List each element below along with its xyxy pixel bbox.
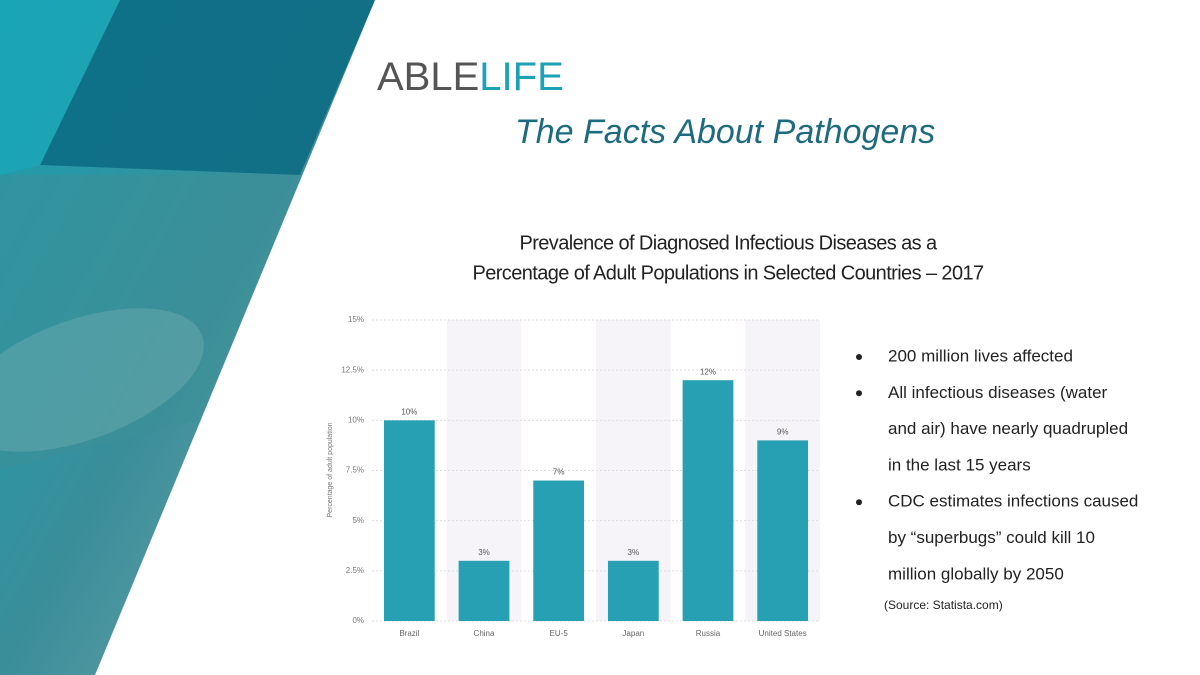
y-tick-label: 10%: [348, 415, 364, 424]
value-label: 12%: [700, 367, 716, 376]
background-shape: [0, 175, 300, 470]
logo: ABLELIFE: [377, 55, 564, 99]
source: (Source: Statista.com): [884, 598, 1003, 612]
y-axis-label: Percentage of adult population: [327, 422, 334, 517]
bullet-dot: [856, 354, 862, 360]
x-tick-label: United States: [759, 629, 807, 638]
y-tick-label: 5%: [352, 516, 364, 525]
y-tick-label: 15%: [348, 315, 364, 324]
x-tick-label: EU-5: [550, 629, 569, 638]
value-label: 3%: [628, 548, 640, 557]
bullet-text: million globally by 2050: [888, 564, 1064, 583]
x-tick-label: Russia: [696, 629, 721, 638]
bullet-text: in the last 15 years: [888, 455, 1031, 474]
bullet-text: by “superbugs” could kill 10: [888, 528, 1095, 547]
logo-part: LIFE: [479, 55, 563, 99]
bullet-text: and air) have nearly quadrupled: [888, 419, 1128, 438]
background-shape: [0, 0, 120, 175]
bullet-text: 200 million lives affected: [888, 346, 1073, 365]
y-tick-label: 12.5%: [341, 365, 364, 374]
bar: [682, 380, 734, 621]
chart-title: Prevalence of Diagnosed Infectious Disea…: [519, 232, 937, 254]
bar: [383, 420, 435, 621]
y-tick-label: 7.5%: [346, 466, 364, 475]
x-tick-label: Brazil: [399, 629, 419, 638]
y-tick-label: 0%: [352, 616, 364, 625]
y-tick-label: 2.5%: [346, 566, 364, 575]
value-label: 3%: [478, 548, 490, 557]
bullet-dot: [856, 390, 862, 397]
logo-part: ABLE: [377, 55, 479, 99]
bar: [458, 560, 510, 621]
bullet-text: All infectious diseases (water: [888, 383, 1108, 402]
value-label: 7%: [553, 468, 565, 477]
x-tick-label: Japan: [622, 629, 644, 638]
bar: [607, 560, 659, 621]
value-label: 10%: [401, 407, 417, 416]
heading: The Facts About Pathogens: [515, 113, 935, 151]
bullet-text: CDC estimates infections caused: [888, 492, 1138, 511]
background-shape: [0, 308, 204, 452]
x-tick-label: China: [474, 629, 495, 638]
background-shape: [40, 0, 375, 175]
value-label: 9%: [777, 428, 789, 437]
bar: [533, 480, 585, 621]
bullet-dot: [856, 499, 862, 506]
chart-title: Percentage of Adult Populations in Selec…: [472, 262, 984, 284]
bar: [757, 440, 809, 621]
